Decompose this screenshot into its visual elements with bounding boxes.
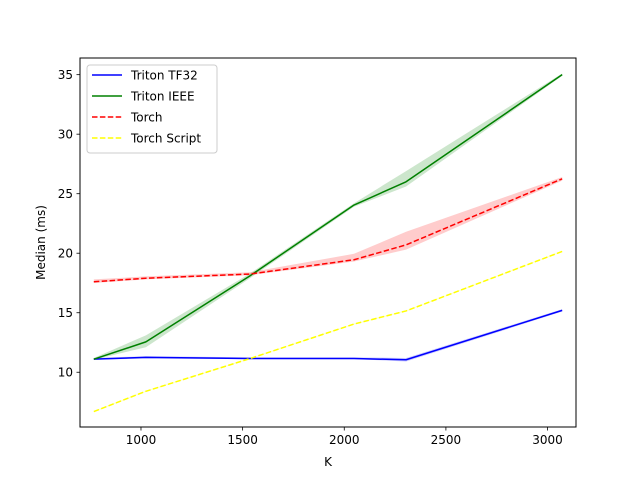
y-tick-label: 10 — [58, 366, 73, 380]
x-tick-label: 1000 — [126, 433, 157, 447]
x-tick-label: 2000 — [329, 433, 360, 447]
x-axis-label: K — [324, 455, 333, 469]
y-tick-label: 30 — [58, 128, 73, 142]
line-triton-ieee — [93, 74, 563, 360]
legend: Triton TF32 Triton IEEE Torch Torch Script — [86, 64, 218, 154]
y-axis-ticks: 10 15 20 25 30 35 — [58, 68, 80, 380]
plot-frame — [79, 57, 577, 428]
x-tick-label: 1500 — [227, 433, 258, 447]
line-torch-script — [93, 250, 563, 413]
legend-box — [86, 64, 218, 154]
y-tick-label: 25 — [58, 187, 73, 201]
legend-label: Triton IEEE — [130, 90, 195, 104]
confidence-bands — [93, 73, 563, 413]
x-tick-label: 2500 — [431, 433, 462, 447]
y-tick-label: 35 — [58, 68, 73, 82]
band-triton-tf32 — [93, 309, 563, 362]
line-torch — [93, 178, 563, 283]
series-lines — [93, 74, 563, 413]
x-tick-label: 3000 — [532, 433, 563, 447]
y-tick-label: 15 — [58, 306, 73, 320]
x-axis-ticks: 1000 1500 2000 2500 3000 — [126, 427, 563, 447]
y-tick-label: 20 — [58, 247, 73, 261]
line-triton-tf32 — [93, 309, 563, 361]
legend-label: Torch Script — [130, 132, 201, 146]
band-torch — [93, 177, 563, 283]
legend-label: Torch — [130, 111, 163, 125]
y-axis-label: Median (ms) — [34, 205, 48, 280]
legend-label: Triton TF32 — [130, 69, 198, 83]
